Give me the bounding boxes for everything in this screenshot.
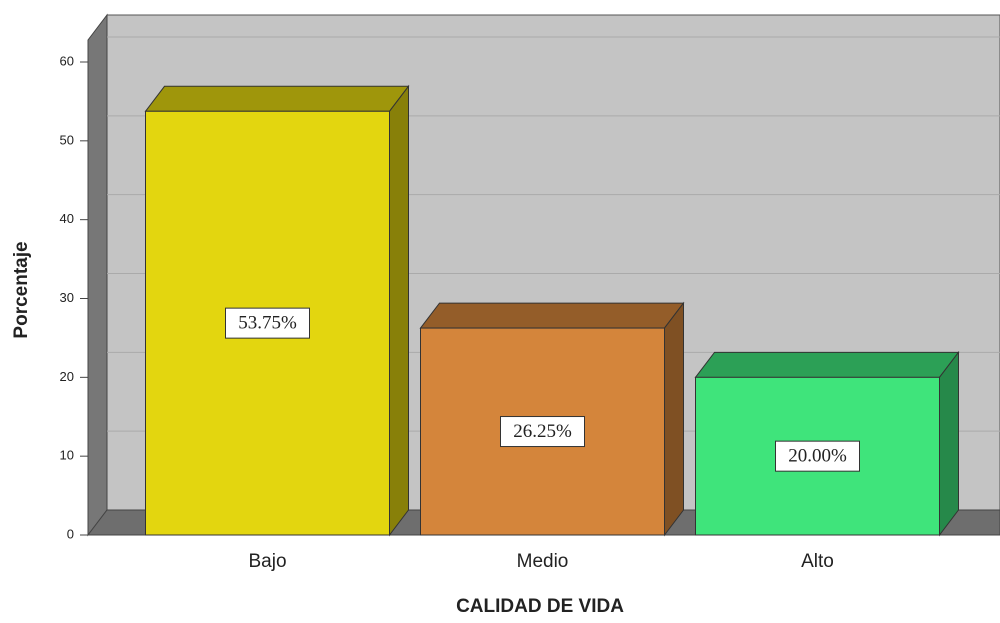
bar-side xyxy=(664,301,684,537)
bar-side xyxy=(939,350,959,537)
value-label-box xyxy=(500,416,585,448)
x-tick-label: Alto xyxy=(801,551,834,572)
y-tick-label: 50 xyxy=(60,132,74,147)
y-tick-label: 10 xyxy=(60,448,74,463)
value-label-box xyxy=(225,307,310,339)
bar-side xyxy=(389,84,409,537)
y-tick-label: 20 xyxy=(60,369,74,384)
side-wall xyxy=(87,13,108,537)
value-label: 53.75% xyxy=(238,312,297,333)
y-tick-label: 0 xyxy=(67,526,74,541)
x-axis-label: CALIDAD DE VIDA xyxy=(456,596,624,617)
value-label: 20.00% xyxy=(788,446,847,467)
value-label: 26.25% xyxy=(513,421,572,442)
bar-top xyxy=(144,85,410,112)
bar-top xyxy=(694,351,960,378)
x-tick-label: Bajo xyxy=(248,551,286,572)
y-tick-label: 30 xyxy=(60,290,74,305)
x-tick-label: Medio xyxy=(517,551,569,572)
y-axis-label: Porcentaje xyxy=(11,241,32,338)
y-tick-label: 40 xyxy=(60,211,74,226)
bar-top xyxy=(419,302,685,329)
y-tick-label: 60 xyxy=(60,53,74,68)
value-label-box xyxy=(775,440,860,472)
